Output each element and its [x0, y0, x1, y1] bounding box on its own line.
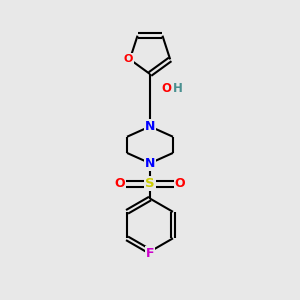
Text: O: O: [161, 82, 171, 95]
Text: O: O: [115, 177, 125, 190]
Text: H: H: [173, 82, 183, 95]
Text: O: O: [124, 54, 133, 64]
Text: N: N: [145, 120, 155, 133]
Text: F: F: [146, 248, 154, 260]
Text: O: O: [175, 177, 185, 190]
Text: S: S: [145, 177, 155, 190]
Text: N: N: [145, 157, 155, 170]
